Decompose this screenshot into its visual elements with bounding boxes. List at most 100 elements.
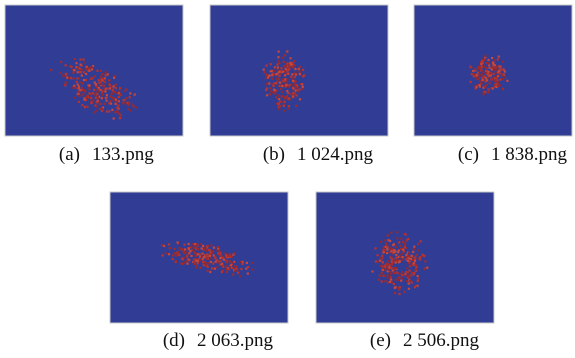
blob-dot [411,272,413,274]
blob-dot [494,64,496,66]
blob-dot [481,60,483,62]
blob-dot [382,261,384,263]
blob-dot [111,93,113,95]
blob-dot [210,261,212,263]
blob-dot [409,274,411,276]
blob-dot [404,244,406,246]
blob-dot [482,79,484,81]
blob-dot [135,107,137,109]
panel-filename: 2 063.png [197,330,274,351]
blob-dot [478,66,480,68]
blob-dot [475,86,477,88]
blob-dot [219,260,221,262]
blob-dot [380,241,382,243]
blob-dot [207,270,209,272]
blob-dot [379,275,381,277]
blob-dot [72,72,74,74]
blob-dot [286,70,288,72]
blob-dot [226,271,228,273]
blob-dot [277,67,279,69]
blob-dot [107,73,109,75]
blob-dot [409,264,411,266]
blob-dot [474,68,476,70]
blob-dot [395,279,397,281]
blob-dot [277,60,279,62]
blob-dot [89,67,91,69]
blob-dot [272,91,274,93]
blob-dot [273,70,275,72]
blob-dot [239,275,241,277]
blob-dot [129,92,131,94]
blob-dot [408,262,410,264]
blob-dot [495,68,497,70]
blob-dot [292,78,294,80]
blob-dot [232,262,234,264]
blob-dot [109,100,111,102]
blob-dot [129,96,131,98]
blob-dot [278,94,280,96]
blob-dot [486,79,488,81]
blob-dot [398,261,400,263]
blob-dot [69,65,71,67]
blob-dot [492,87,494,89]
blob-dot [286,50,288,52]
blob-dot [246,262,248,264]
blob-dot [374,247,376,249]
blob-dot [408,288,410,290]
blob-dot [86,68,88,70]
blob-dot [102,89,104,91]
blob-dot [226,268,228,270]
blob-dot [494,59,496,61]
blob-dot [77,77,79,79]
blob-dot [290,57,292,59]
blob-dot [103,81,105,83]
blob-dot [106,97,108,99]
blob-dot [134,94,136,96]
blob-dot [419,256,421,258]
blob-dot [101,78,103,80]
blob-dot [298,68,300,70]
blob-dot [203,249,205,251]
blob-dot [204,261,206,263]
blob-dot [417,258,419,260]
blob-dot [240,261,242,263]
blob-dot [481,70,483,72]
blob-dot [398,241,400,243]
blob-dot [484,91,486,93]
blob-dot [200,267,202,269]
blob-dot [396,231,398,233]
blob-dot [184,248,186,250]
blob-dot [286,95,288,97]
blob-dot [199,253,201,255]
blob-dot [229,266,231,268]
panel-label: (b) [263,144,285,165]
blob-dot [83,79,85,81]
blob-dot [210,257,212,259]
blob-dot [380,257,382,259]
figure: (a)133.png(b)1 024.png(c)1 838.png(d)2 0… [0,0,575,358]
blob-dot [411,255,413,257]
blob-dot [483,59,485,61]
blob-dot [289,66,291,68]
blob-dot [504,71,506,73]
blob-dot [188,243,190,245]
blob-dot [414,260,416,262]
blob-dot [378,279,380,281]
blob-dot [286,84,288,86]
blob-dot [101,97,103,99]
blob-dot [73,69,75,71]
blob-dot [399,286,401,288]
blob-dot [84,62,86,64]
blob-dot [187,253,189,255]
blob-dot [385,262,387,264]
blob-dot [483,93,485,95]
blob-dot [289,62,291,64]
blob-dot [409,270,411,272]
panel-image [414,5,572,136]
blob-dot [495,72,497,74]
blob-dot [73,77,75,79]
blob-dot [109,87,111,89]
blob-dot [122,102,124,104]
blob-dot [381,255,383,257]
blob-dot [90,97,92,99]
